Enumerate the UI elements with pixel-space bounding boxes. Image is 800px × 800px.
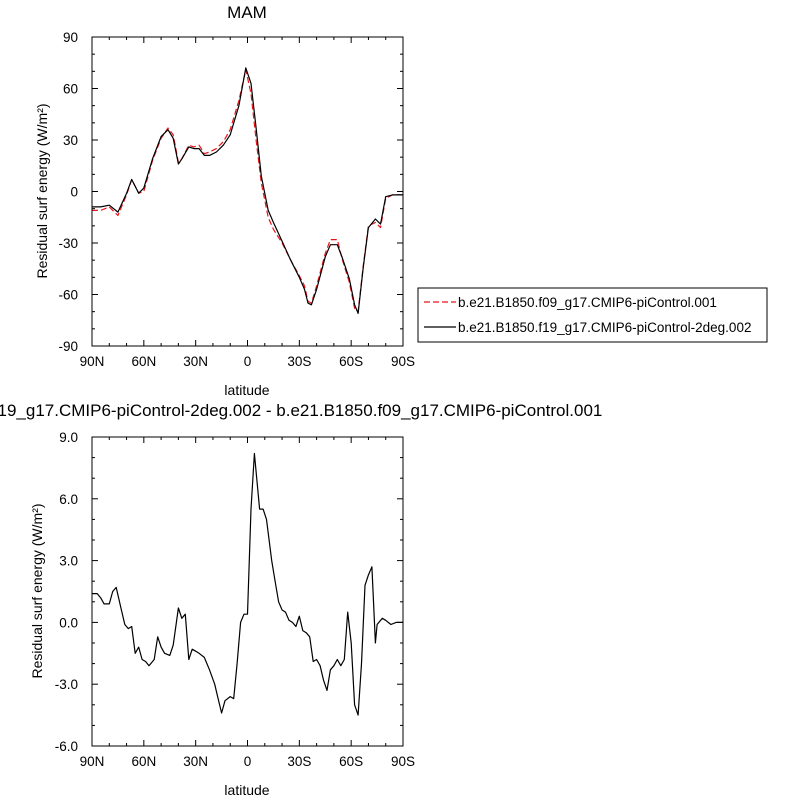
top-plot-area: 90N 60N 30N 0 30S 60S 90S -90 -60 -30 0 30 60 90 <box>58 30 415 369</box>
x-tick-label: 0 <box>244 354 252 369</box>
y-tick-label: -6.0 <box>55 739 78 754</box>
plot-frame <box>91 436 404 747</box>
x-tick-label: 90N <box>80 754 105 769</box>
bottom-x-axis-label: latitude <box>224 782 269 798</box>
y-tick-label: 9.0 <box>59 430 78 445</box>
y-tick-label: 60 <box>63 82 78 97</box>
x-tick-label: 30S <box>287 754 311 769</box>
y-tick-label: 6.0 <box>59 492 78 507</box>
x-tick-label: 30S <box>287 354 311 369</box>
bottom-plot-area: 90N 60N 30N 0 30S 60S 90S -6.0 -3.0 0.0 3.0 6.0 9.0 <box>55 430 415 769</box>
y-tick-label: 90 <box>63 30 78 45</box>
legend-box <box>417 287 768 343</box>
top-legend: b.e21.B1850.f09_g17.CMIP6-piControl.001 … <box>417 287 768 343</box>
top-chart-title: MAM <box>227 3 267 22</box>
bottom-chart-title: b.e21.B1850.f19_g17.CMIP6-piControl-2deg… <box>0 401 602 420</box>
x-tick-label: 60N <box>131 354 156 369</box>
bottom-y-axis-label: Residual surf energy (W/m²) <box>29 503 45 678</box>
series-group <box>92 67 403 314</box>
x-tick-label: 90S <box>391 354 415 369</box>
x-tick-label: 90N <box>80 354 105 369</box>
legend-label-series-2: b.e21.B1850.f19_g17.CMIP6-piControl-2deg… <box>458 320 751 335</box>
plot-frame <box>91 36 404 347</box>
series-line-1 <box>92 452 403 716</box>
bottom-panel: b.e21.B1850.f19_g17.CMIP6-piControl-2deg… <box>0 401 602 798</box>
top-x-axis-label: latitude <box>224 382 269 398</box>
x-tick-label: 30N <box>183 354 208 369</box>
x-tick-label: 90S <box>391 754 415 769</box>
y-tick-label: -3.0 <box>55 677 78 692</box>
legend-label-series-1: b.e21.B1850.f09_g17.CMIP6-piControl.001 <box>458 295 717 310</box>
y-tick-label: -60 <box>58 288 78 303</box>
y-tick-label: 0 <box>70 185 78 200</box>
top-y-axis-label: Residual surf energy (W/m²) <box>34 103 50 278</box>
series-group <box>92 452 403 716</box>
y-tick-label: -30 <box>58 236 78 251</box>
top-panel: MAM 90N 60N 30N 0 30S 60S 90S-90-60-300306090 … <box>34 3 768 398</box>
y-tick-label: 3.0 <box>59 554 78 569</box>
x-tick-label: 60N <box>131 754 156 769</box>
series-line-1 <box>92 68 403 313</box>
x-tick-label: 0 <box>244 754 252 769</box>
x-tick-label: 30N <box>183 754 208 769</box>
y-tick-label: -90 <box>58 339 78 354</box>
y-tick-label: 30 <box>63 133 78 148</box>
y-tick-label: 0.0 <box>59 615 78 630</box>
series-line-2 <box>92 67 403 314</box>
x-tick-label: 60S <box>339 754 363 769</box>
x-tick-label: 60S <box>339 354 363 369</box>
